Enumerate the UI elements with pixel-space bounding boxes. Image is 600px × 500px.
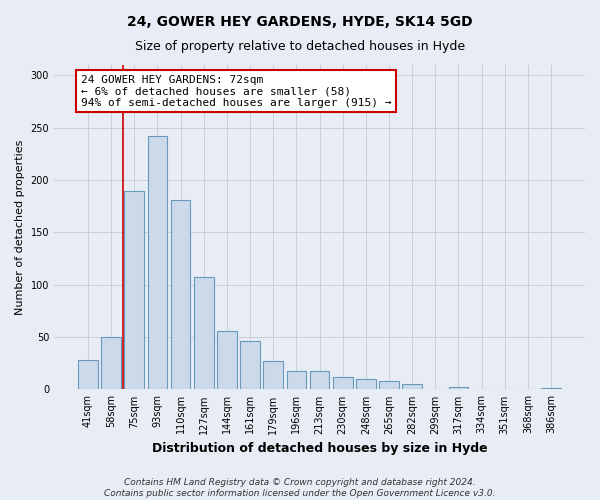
Bar [356,379,376,390]
Text: 24 GOWER HEY GARDENS: 72sqm
← 6% of detached houses are smaller (58)
94% of semi: 24 GOWER HEY GARDENS: 72sqm ← 6% of deta… [80,74,391,108]
Bar [194,278,214,390]
Bar [287,370,306,390]
Bar [148,136,167,390]
Bar [310,370,329,390]
X-axis label: Distribution of detached houses by size in Hyde: Distribution of detached houses by size … [152,442,487,455]
Text: 24, GOWER HEY GARDENS, HYDE, SK14 5GD: 24, GOWER HEY GARDENS, HYDE, SK14 5GD [127,15,473,29]
Bar [402,384,422,390]
Bar [78,360,98,390]
Bar [263,361,283,390]
Bar [449,388,468,390]
Bar [101,337,121,390]
Bar [217,331,237,390]
Bar [541,388,561,390]
Y-axis label: Number of detached properties: Number of detached properties [15,140,25,315]
Text: Size of property relative to detached houses in Hyde: Size of property relative to detached ho… [135,40,465,53]
Text: Contains HM Land Registry data © Crown copyright and database right 2024.
Contai: Contains HM Land Registry data © Crown c… [104,478,496,498]
Bar [379,381,399,390]
Bar [333,377,353,390]
Bar [240,342,260,390]
Bar [171,200,190,390]
Bar [124,190,144,390]
